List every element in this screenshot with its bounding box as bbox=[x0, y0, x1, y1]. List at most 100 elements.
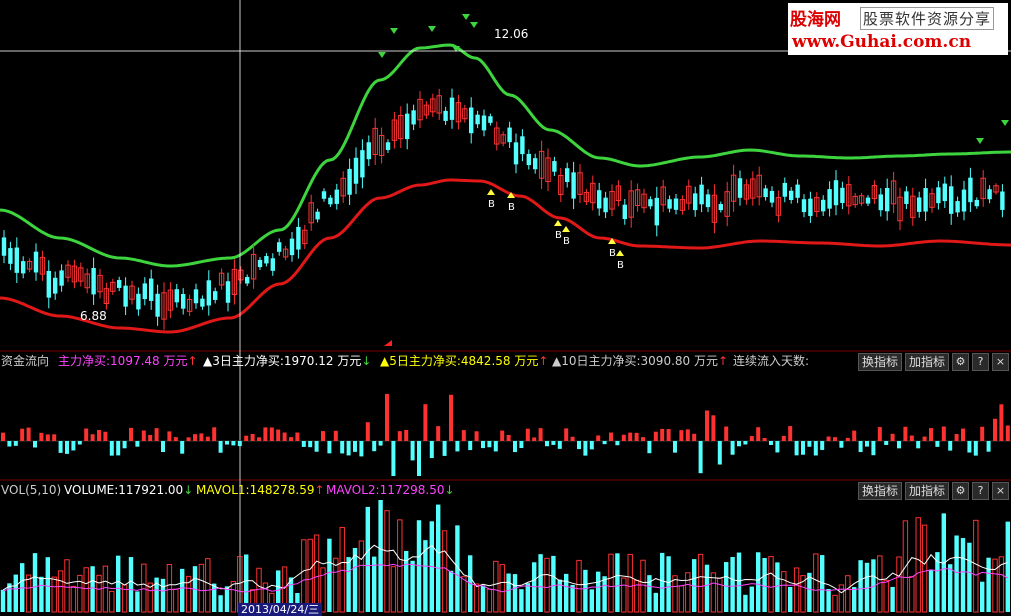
volume-bar-up bbox=[313, 534, 320, 613]
volume-bar-up bbox=[793, 567, 800, 613]
fund-bar-negative bbox=[71, 441, 76, 451]
volume-bar-down bbox=[218, 595, 223, 612]
fund-bar-positive bbox=[596, 435, 601, 441]
candle-down bbox=[213, 291, 218, 300]
fund-bar-negative bbox=[442, 441, 447, 456]
volume-bar-down bbox=[666, 556, 671, 612]
fund-bar-negative bbox=[737, 441, 741, 447]
volume-bar-up bbox=[544, 557, 550, 613]
volume-bar-up bbox=[973, 519, 979, 613]
candle-down bbox=[693, 193, 698, 211]
volume-bar-up bbox=[915, 517, 921, 613]
candle-down bbox=[136, 293, 141, 310]
fund-bar-negative bbox=[161, 441, 165, 452]
fund-bar-positive bbox=[833, 437, 837, 441]
add-indicator-button[interactable]: 加指标 bbox=[904, 353, 949, 371]
candle-down bbox=[321, 191, 327, 199]
fund-bar-positive bbox=[692, 433, 697, 441]
candle-up bbox=[417, 98, 423, 121]
volume-bar-down bbox=[954, 535, 959, 612]
volume-bar-down bbox=[7, 583, 12, 612]
gear-icon[interactable]: ⚙ bbox=[952, 353, 969, 371]
fund-bar-negative bbox=[698, 441, 703, 474]
volume-bar-up bbox=[333, 557, 339, 613]
close-icon[interactable]: × bbox=[992, 353, 1009, 371]
fund-bar-negative bbox=[730, 441, 735, 455]
switch-indicator-button[interactable]: 换指标 bbox=[857, 482, 902, 500]
high-price-label: 12.06 bbox=[494, 27, 529, 41]
candle-down bbox=[117, 279, 122, 288]
fund-bar-positive bbox=[922, 436, 927, 441]
inflow-days: 连续流入天数: bbox=[733, 354, 810, 368]
fund-bar-negative bbox=[871, 441, 876, 456]
fund-bar-negative bbox=[468, 441, 473, 451]
candle-down bbox=[936, 187, 941, 204]
fund-bar-positive bbox=[506, 434, 511, 441]
fund-bar-negative bbox=[135, 441, 140, 447]
candle-down bbox=[225, 281, 231, 303]
volume-bar-down bbox=[1005, 521, 1010, 612]
volume-bar-down bbox=[935, 552, 940, 612]
candle-down bbox=[789, 190, 794, 200]
volume-bar-down bbox=[378, 500, 383, 612]
candle-up bbox=[577, 172, 583, 195]
volume-bar-down bbox=[602, 576, 607, 612]
fund-bar-negative bbox=[557, 441, 562, 449]
candle-up bbox=[161, 292, 167, 320]
candle-down bbox=[270, 258, 275, 271]
candle-down bbox=[245, 277, 250, 284]
fund-bar-positive bbox=[263, 427, 268, 441]
sell-arrow-icon bbox=[428, 26, 436, 32]
candle-down bbox=[827, 189, 832, 209]
candle-down bbox=[917, 197, 922, 212]
fund-bar-negative bbox=[865, 441, 869, 447]
fund-bar-positive bbox=[154, 428, 159, 441]
volume-bar-down bbox=[154, 577, 159, 612]
fund-bar-negative bbox=[519, 441, 524, 449]
fund-bar-negative bbox=[769, 441, 773, 445]
fund-bar-positive bbox=[436, 426, 441, 441]
volume-bar-down bbox=[583, 569, 588, 612]
gear-icon[interactable]: ⚙ bbox=[952, 482, 969, 500]
candle-down bbox=[648, 199, 653, 207]
candle-down bbox=[181, 294, 186, 309]
candle-up bbox=[110, 281, 116, 292]
candle-up bbox=[65, 264, 71, 278]
help-icon[interactable]: ? bbox=[972, 482, 989, 500]
fund-bar-positive bbox=[257, 437, 261, 441]
volume-bar-down bbox=[692, 559, 697, 612]
mavol2-line bbox=[2, 563, 1009, 593]
candle-up bbox=[97, 274, 103, 293]
switch-indicator-button[interactable]: 换指标 bbox=[857, 353, 902, 371]
volume-bar-up bbox=[441, 530, 448, 613]
fund-bar-positive bbox=[621, 434, 626, 441]
volume-bar-up bbox=[83, 567, 89, 613]
candle-up bbox=[858, 195, 865, 204]
sell-arrow-icon bbox=[1001, 120, 1009, 126]
candle-up bbox=[302, 229, 308, 245]
fund-bar-positive bbox=[781, 435, 786, 441]
volume-bar-down bbox=[980, 581, 985, 612]
volume-bar-down bbox=[557, 579, 562, 612]
fund-bar-positive bbox=[97, 430, 101, 441]
volume-bar-down bbox=[212, 583, 217, 612]
fund-bar-positive bbox=[666, 429, 671, 441]
volume-bar-down bbox=[180, 568, 185, 612]
volume-bar-down bbox=[352, 547, 358, 612]
fund-bar-negative bbox=[33, 441, 37, 448]
candle-down bbox=[149, 278, 154, 301]
fund-bar-positive bbox=[564, 428, 569, 441]
fund-bar-negative bbox=[378, 441, 383, 446]
fund-bar-negative bbox=[487, 441, 492, 448]
volume-bar-up bbox=[147, 582, 153, 613]
candle-up bbox=[494, 127, 500, 145]
help-icon[interactable]: ? bbox=[972, 353, 989, 371]
fund-bar-positive bbox=[961, 428, 965, 441]
add-indicator-button[interactable]: 加指标 bbox=[904, 482, 949, 500]
candle-down bbox=[33, 251, 39, 273]
candle-up bbox=[993, 185, 999, 193]
close-icon[interactable]: × bbox=[992, 482, 1009, 500]
candle-down bbox=[385, 142, 391, 150]
volume-bar-down bbox=[39, 576, 44, 612]
